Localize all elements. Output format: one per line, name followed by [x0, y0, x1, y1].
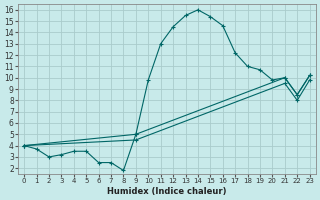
X-axis label: Humidex (Indice chaleur): Humidex (Indice chaleur) — [107, 187, 227, 196]
